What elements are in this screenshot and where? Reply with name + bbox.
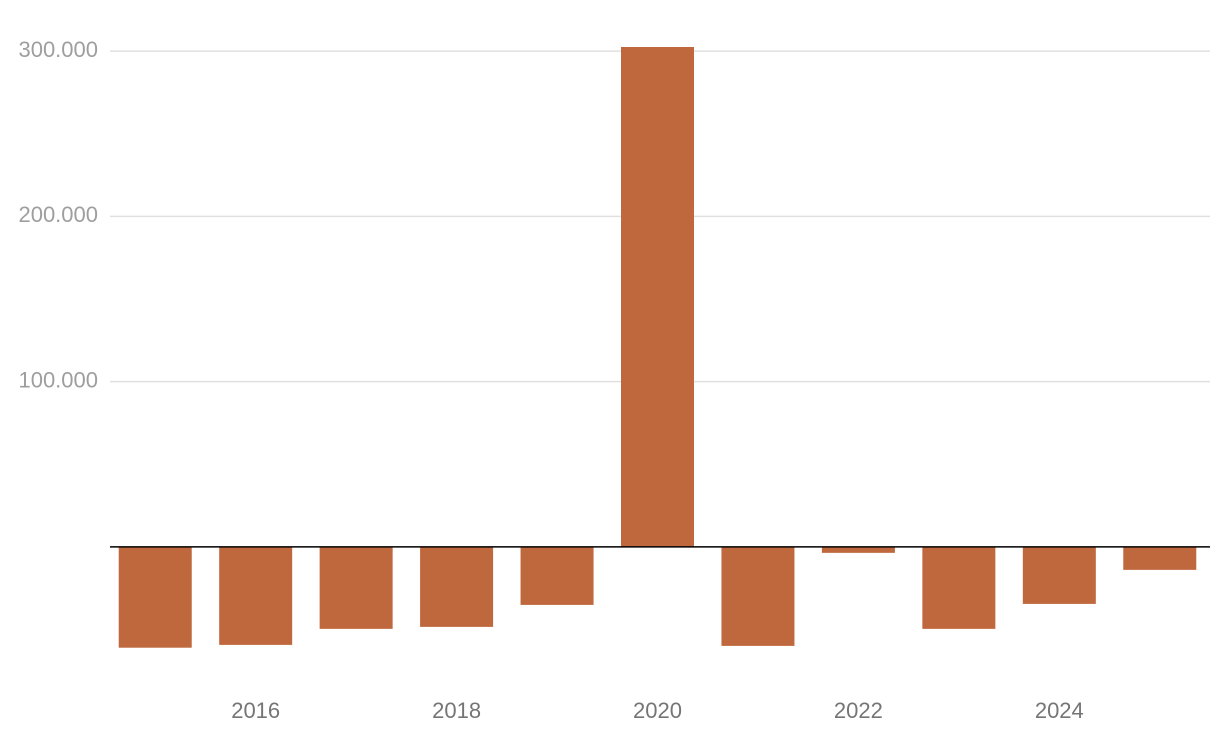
x-tick-label: 2022: [834, 698, 883, 723]
x-tick-label: 2016: [231, 698, 280, 723]
bar: [118, 546, 192, 648]
x-tick-label: 2020: [633, 698, 682, 723]
bar: [1022, 546, 1096, 604]
bar: [821, 546, 895, 553]
y-tick-label: 200.000: [18, 202, 98, 227]
x-tick-label: 2018: [432, 698, 481, 723]
bar: [1123, 546, 1197, 570]
bar: [420, 546, 494, 627]
bar: [621, 46, 694, 547]
bar: [520, 546, 594, 605]
bar: [319, 546, 393, 629]
bar: [219, 546, 293, 645]
x-tick-label: 2024: [1035, 698, 1084, 723]
bar: [922, 546, 996, 629]
y-tick-label: 100.000: [18, 367, 98, 392]
y-tick-label: 300.000: [18, 37, 98, 62]
bar: [721, 546, 795, 646]
